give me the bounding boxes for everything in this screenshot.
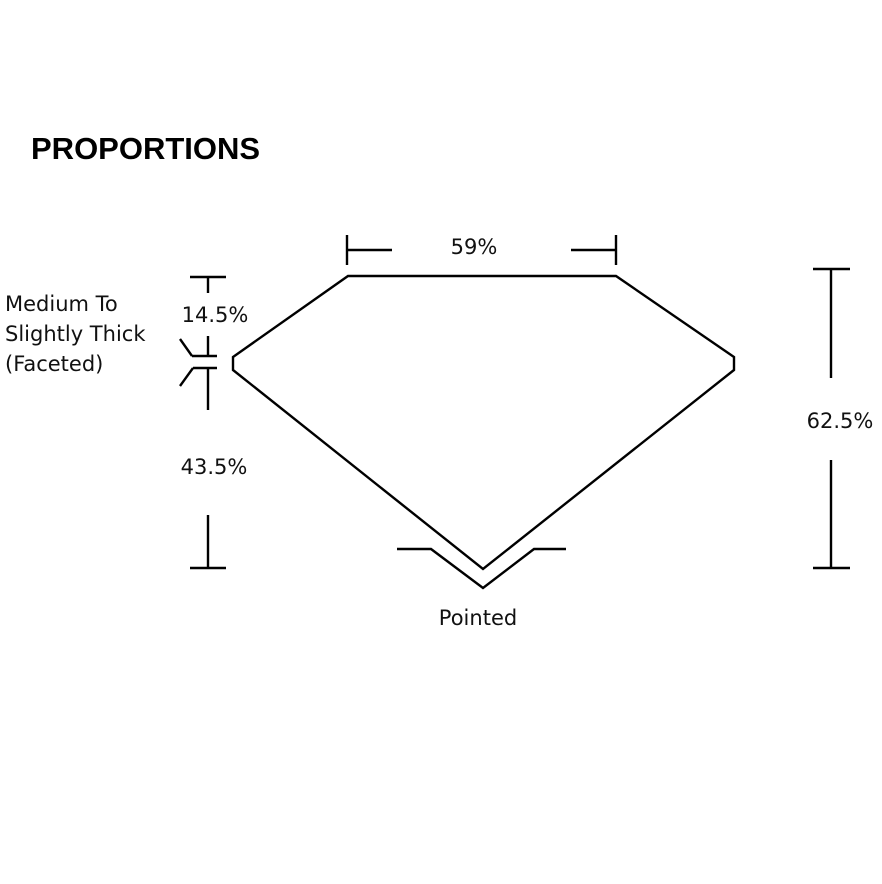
pavilion-dimension: 43.5% xyxy=(181,368,248,570)
culet-indicator: Pointed xyxy=(397,547,566,630)
diamond-outline xyxy=(231,274,736,571)
total-depth-dimension: 62.5% xyxy=(807,267,874,570)
crown-dimension: 14.5% xyxy=(179,275,249,358)
total-depth-label: 62.5% xyxy=(807,409,874,433)
table-label: 59% xyxy=(451,235,498,259)
pavilion-label: 43.5% xyxy=(181,455,248,479)
girdle-label-line1: Medium To xyxy=(5,292,118,316)
girdle-dimension: Medium To Slightly Thick (Faceted) xyxy=(5,292,217,387)
table-dimension: 59% xyxy=(345,235,618,265)
page-title: PROPORTIONS xyxy=(31,131,261,166)
culet-label: Pointed xyxy=(439,606,517,630)
girdle-label-line2: Slightly Thick xyxy=(5,322,146,346)
girdle-label-line3: (Faceted) xyxy=(5,352,103,376)
crown-label: 14.5% xyxy=(182,303,249,327)
